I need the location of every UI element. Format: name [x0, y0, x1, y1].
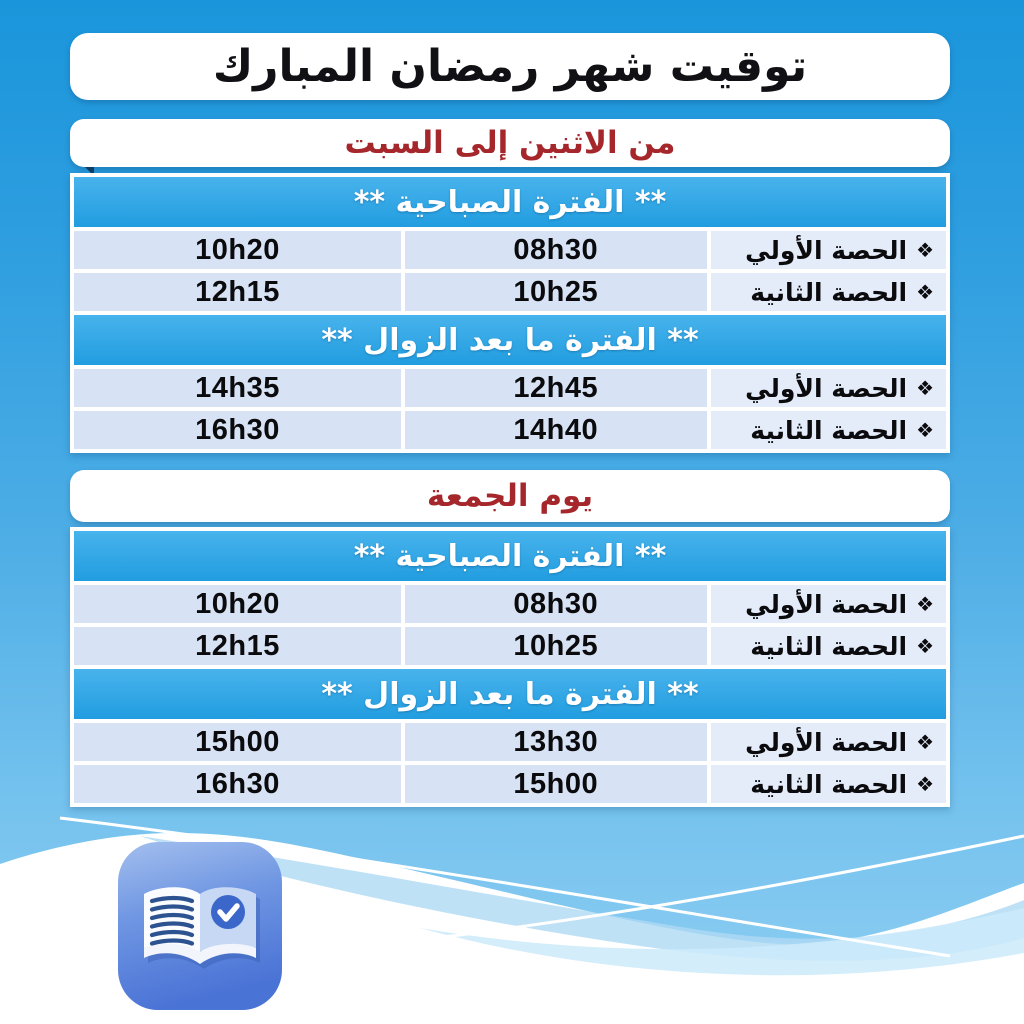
end-time-cell: 10h20 [74, 585, 401, 623]
session-label: الحصة الأولي [745, 235, 908, 265]
book-text-lines [149, 895, 195, 946]
diamond-bullet-icon: ❖ [916, 592, 934, 616]
period-header-afternoon: ** الفترة ما بعد الزوال ** [74, 669, 946, 719]
schedule-title: توقيت شهر رمضان المبارك [212, 40, 808, 92]
session-label-cell: ❖ الحصة الأولي [710, 585, 946, 623]
period-header-afternoon: ** الفترة ما بعد الزوال ** [74, 315, 946, 365]
table-row: 14h35 12h45 ❖ الحصة الأولي [74, 369, 946, 407]
diamond-bullet-icon: ❖ [916, 238, 934, 262]
session-label-cell: ❖ الحصة الثانية [710, 765, 946, 803]
day-banner-weekdays: من الاثنين إلى السبت [70, 119, 950, 167]
session-label-cell: ❖ الحصة الأولي [710, 231, 946, 269]
end-time-cell: 14h35 [74, 369, 401, 407]
end-time-cell: 12h15 [74, 627, 401, 665]
table-row: 16h30 15h00 ❖ الحصة الثانية [74, 765, 946, 803]
checkmark-badge-icon [211, 895, 245, 929]
timetable-weekdays: ** الفترة الصباحية ** 10h20 08h30 ❖ الحص… [70, 173, 950, 453]
open-book-icon [144, 887, 260, 969]
end-time-cell: 15h00 [74, 723, 401, 761]
wave-line [299, 834, 1024, 955]
diamond-bullet-icon: ❖ [916, 772, 934, 796]
end-time-cell: 10h20 [74, 231, 401, 269]
session-label-cell: ❖ الحصة الأولي [710, 369, 946, 407]
session-label: الحصة الأولي [745, 727, 908, 757]
start-time-cell: 08h30 [405, 585, 707, 623]
session-label: الحصة الأولي [745, 373, 908, 403]
table-row: 15h00 13h30 ❖ الحصة الأولي [74, 723, 946, 761]
app-icon [118, 842, 282, 1010]
session-label-cell: ❖ الحصة الثانية [710, 411, 946, 449]
period-header-morning: ** الفترة الصباحية ** [74, 177, 946, 227]
diamond-bullet-icon: ❖ [916, 418, 934, 442]
period-header-morning: ** الفترة الصباحية ** [74, 531, 946, 581]
diamond-bullet-icon: ❖ [916, 634, 934, 658]
session-label-cell: ❖ الحصة الأولي [710, 723, 946, 761]
end-time-cell: 12h15 [74, 273, 401, 311]
session-label: الحصة الثانية [750, 415, 908, 445]
table-row: 12h15 10h25 ❖ الحصة الثانية [74, 627, 946, 665]
book-left-page [144, 887, 200, 952]
session-label: الحصة الثانية [750, 277, 908, 307]
end-time-cell: 16h30 [74, 411, 401, 449]
wave-line [59, 816, 951, 958]
start-time-cell: 08h30 [405, 231, 707, 269]
timetable-friday: ** الفترة الصباحية ** 10h20 08h30 ❖ الحص… [70, 527, 950, 807]
session-label: الحصة الثانية [750, 631, 908, 661]
table-row: 12h15 10h25 ❖ الحصة الثانية [74, 273, 946, 311]
lighter-blue-ribbon [420, 908, 1024, 976]
diamond-bullet-icon: ❖ [916, 376, 934, 400]
day-banner-friday: يوم الجمعة [70, 470, 950, 522]
day-banner-label: من الاثنين إلى السبت [344, 124, 676, 161]
table-row: 10h20 08h30 ❖ الحصة الأولي [74, 231, 946, 269]
start-time-cell: 14h40 [405, 411, 707, 449]
diamond-bullet-icon: ❖ [916, 730, 934, 754]
table-row: 16h30 14h40 ❖ الحصة الثانية [74, 411, 946, 449]
session-label-cell: ❖ الحصة الثانية [710, 627, 946, 665]
book-underside [144, 942, 256, 964]
day-banner-label: يوم الجمعة [426, 477, 594, 514]
end-time-cell: 16h30 [74, 765, 401, 803]
session-label: الحصة الأولي [745, 589, 908, 619]
start-time-cell: 10h25 [405, 627, 707, 665]
session-label: الحصة الثانية [750, 769, 908, 799]
start-time-cell: 10h25 [405, 273, 707, 311]
table-row: 10h20 08h30 ❖ الحصة الأولي [74, 585, 946, 623]
title-banner: توقيت شهر رمضان المبارك [70, 33, 950, 100]
diamond-bullet-icon: ❖ [916, 280, 934, 304]
session-label-cell: ❖ الحصة الثانية [710, 273, 946, 311]
start-time-cell: 13h30 [405, 723, 707, 761]
start-time-cell: 12h45 [405, 369, 707, 407]
start-time-cell: 15h00 [405, 765, 707, 803]
